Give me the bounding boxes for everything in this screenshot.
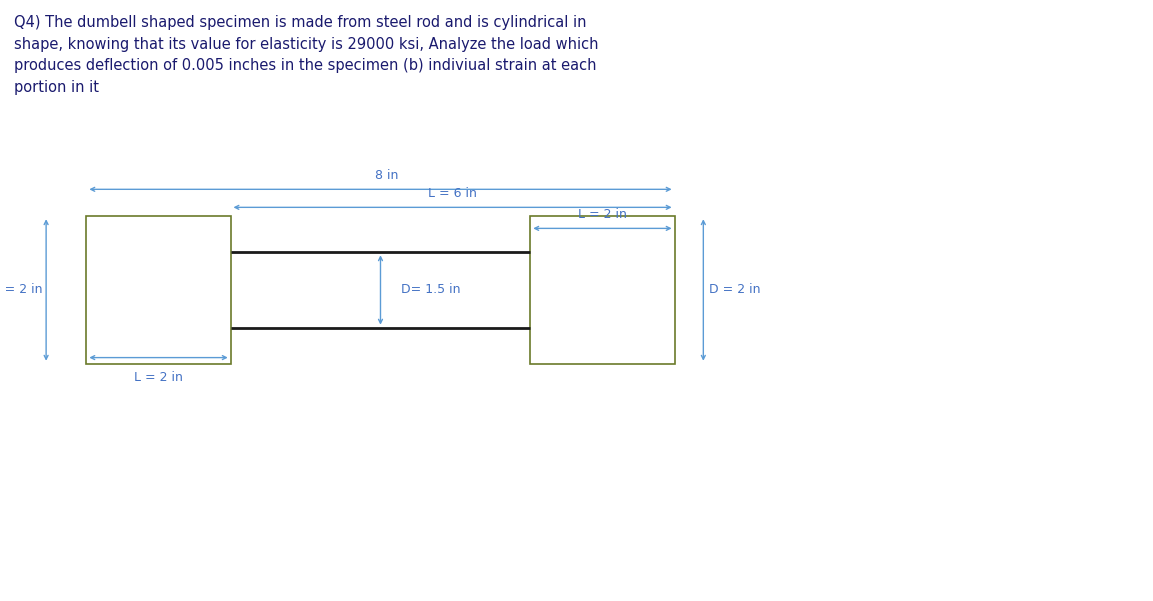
Text: Q4) The dumbell shaped specimen is made from steel rod and is cylindrical in
sha: Q4) The dumbell shaped specimen is made … (14, 15, 598, 95)
Bar (86, 216, 231, 364)
Bar (530, 216, 675, 364)
Text: D = 2 in: D = 2 in (709, 284, 761, 296)
Text: L = 6 in: L = 6 in (428, 187, 477, 200)
Text: D = 2 in: D = 2 in (0, 284, 43, 296)
Text: 8 in: 8 in (375, 169, 398, 182)
Text: L = 2 in: L = 2 in (578, 208, 627, 221)
Text: D= 1.5 in: D= 1.5 in (401, 284, 461, 296)
Text: L = 2 in: L = 2 in (134, 371, 183, 384)
